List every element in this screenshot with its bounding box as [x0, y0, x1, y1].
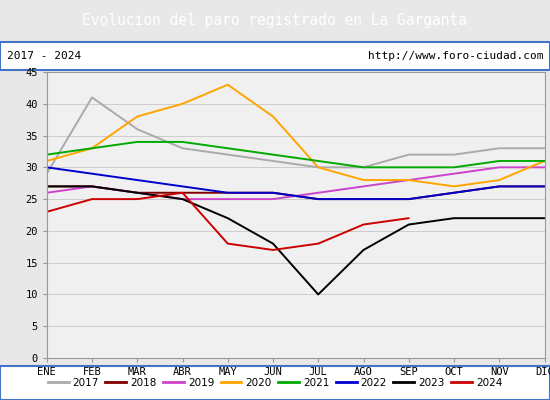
Text: Evolucion del paro registrado en La Garganta: Evolucion del paro registrado en La Garg…	[82, 14, 468, 28]
Text: 2017 - 2024: 2017 - 2024	[7, 51, 81, 61]
Text: http://www.foro-ciudad.com: http://www.foro-ciudad.com	[368, 51, 543, 61]
Legend: 2017, 2018, 2019, 2020, 2021, 2022, 2023, 2024: 2017, 2018, 2019, 2020, 2021, 2022, 2023…	[48, 378, 502, 388]
